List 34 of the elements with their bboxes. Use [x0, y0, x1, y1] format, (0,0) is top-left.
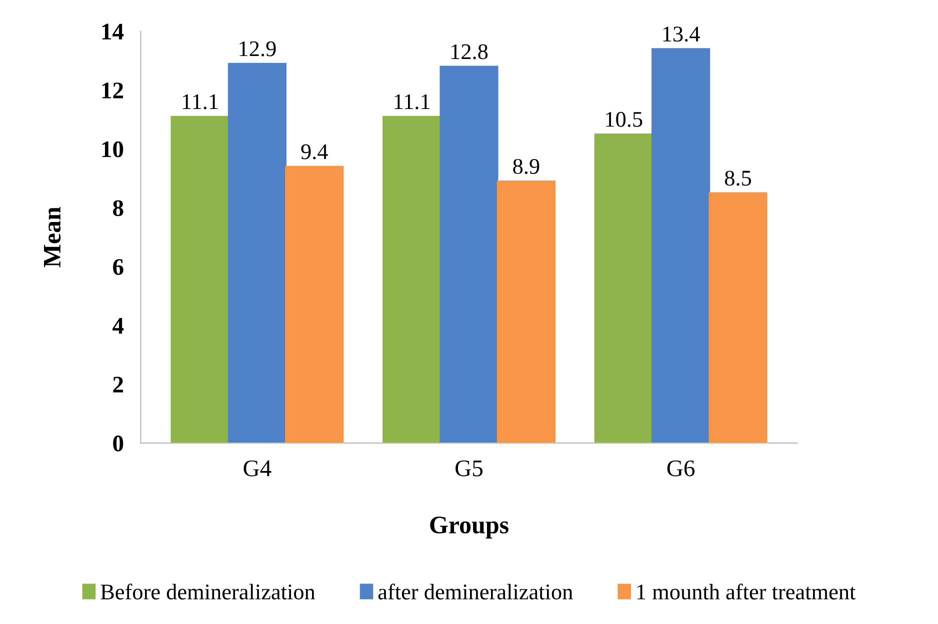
- y-tick-label: 10: [102, 141, 124, 158]
- bar: [285, 166, 344, 444]
- data-label: 8.9: [513, 158, 540, 174]
- y-tick-label: 6: [113, 259, 124, 275]
- data-label: 11.1: [394, 94, 430, 110]
- y-tick-label: 12: [102, 82, 124, 98]
- data-label: 10.5: [606, 112, 642, 127]
- y-axis-title: Mean: [44, 206, 61, 268]
- bar: [228, 62, 286, 444]
- y-tick-label: 14: [102, 24, 124, 40]
- y-tick-label: 8: [113, 200, 124, 216]
- y-tick-label: 0: [113, 436, 124, 452]
- x-tick-label: G4: [244, 460, 272, 476]
- x-tick-label: G5: [456, 460, 483, 476]
- legend-label: Before demineralization: [100, 584, 316, 600]
- bar: [440, 66, 498, 444]
- x-tick-label: G6: [667, 460, 695, 476]
- data-label: 12.8: [452, 44, 488, 60]
- bar: [496, 180, 556, 444]
- data-label: 13.4: [663, 26, 700, 42]
- y-tick-label: 2: [113, 376, 124, 392]
- x-axis-title: Groups: [430, 516, 508, 539]
- data-label: 9.4: [301, 144, 328, 160]
- data-label: 12.9: [240, 41, 276, 56]
- y-tick-label: 4: [112, 318, 124, 334]
- data-label: 8.5: [724, 170, 752, 186]
- bar: [652, 48, 710, 444]
- bar: [170, 116, 230, 444]
- legend-label: after demineralization: [378, 584, 573, 600]
- bar: [382, 116, 442, 444]
- data-label: 11.1: [182, 94, 218, 110]
- bar: [708, 192, 768, 444]
- legend-label: 1 mounth after treatment: [637, 584, 856, 600]
- bar: [594, 133, 653, 444]
